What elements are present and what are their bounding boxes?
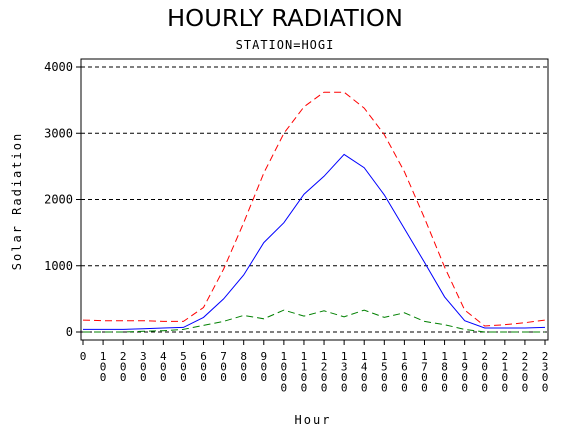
y-tick-label-1000: 1000 [44, 259, 73, 273]
series-line-1 [82, 91, 546, 327]
series-line-2 [83, 153, 546, 330]
y-axis-ticks: 0 1000 2000 3000 4000 [44, 60, 81, 339]
chart-subtitle: STATION=HOGI [235, 38, 335, 52]
x-tick-label-0: 0 [80, 350, 87, 363]
x-axis-label: Hour [295, 413, 332, 427]
y-tick-label-4000: 4000 [44, 60, 73, 74]
y-tick-label-0: 0 [66, 325, 73, 339]
y-tick-label-2000: 2000 [44, 193, 73, 207]
chart-title: HOURLY RADIATION [167, 6, 403, 32]
y-axis-label: Solar Radiation [10, 132, 24, 270]
x-axis-ticks: 0 1 0 0 2 0 0 3 0 0 4 0 0 5 0 0 6 0 0 7 0 0 8 0 0 9 0 0 1 0 0 0 1 1 0 0 1 2 0 0… [80, 340, 549, 395]
series-lines [82, 91, 546, 333]
grid-lines [81, 66, 548, 333]
series-line-3 [83, 309, 545, 333]
y-tick-label-3000: 3000 [44, 126, 73, 140]
